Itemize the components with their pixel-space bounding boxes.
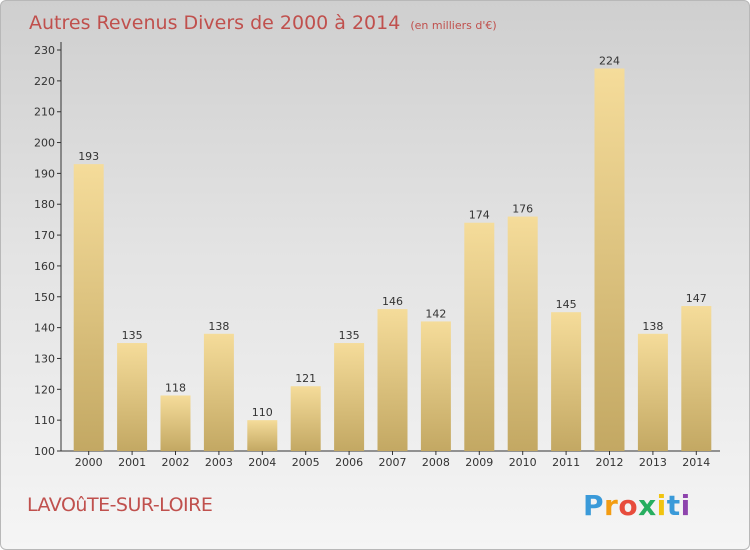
bar-2007 xyxy=(377,309,408,451)
bar-2008 xyxy=(420,321,451,451)
chart-bars xyxy=(73,68,712,451)
x-tick-label: 2001 xyxy=(118,456,146,469)
bar-2002 xyxy=(160,395,191,451)
logo-letter: P xyxy=(583,489,605,522)
logo-letter: x xyxy=(638,489,657,522)
bar-2001 xyxy=(117,343,148,451)
y-tick-label: 200 xyxy=(34,137,55,150)
y-tick-label: 100 xyxy=(34,445,55,458)
y-tick-label: 220 xyxy=(34,75,55,88)
bar-2000 xyxy=(73,164,104,451)
chart-title-text: Autres Revenus Divers de 2000 à 2014 xyxy=(29,12,401,34)
y-tick-label: 170 xyxy=(34,229,55,242)
bar-2005 xyxy=(290,386,321,451)
chart-x-tick-labels: 2000 2001 2002 2003 2004 2005 2006 2007 2008 2009… xyxy=(75,456,711,469)
bar-value-label: 138 xyxy=(208,320,229,333)
bar-value-label: 135 xyxy=(122,329,143,342)
bar-2012 xyxy=(594,68,625,451)
bar-2014 xyxy=(681,306,712,451)
bar-value-label: 145 xyxy=(556,298,577,311)
x-tick-label: 2009 xyxy=(465,456,493,469)
bar-2009 xyxy=(464,222,495,451)
bar-2006 xyxy=(334,343,365,451)
x-tick-label: 2003 xyxy=(205,456,233,469)
x-tick-label: 2013 xyxy=(639,456,667,469)
y-tick-label: 140 xyxy=(34,322,55,335)
x-tick-label: 2008 xyxy=(422,456,450,469)
x-tick-label: 2000 xyxy=(75,456,103,469)
x-tick-label: 2012 xyxy=(596,456,624,469)
x-tick-label: 2014 xyxy=(682,456,710,469)
x-tick-label: 2006 xyxy=(335,456,363,469)
bar-value-label: 110 xyxy=(252,406,273,419)
logo-letter: i xyxy=(680,489,691,522)
logo-letter: o xyxy=(618,489,639,522)
y-tick-label: 160 xyxy=(34,260,55,273)
bar-2011 xyxy=(551,312,582,451)
bar-value-label: 142 xyxy=(425,307,446,320)
bar-2010 xyxy=(507,216,538,451)
bar-2003 xyxy=(203,333,234,451)
bar-2013 xyxy=(637,333,668,451)
y-tick-label: 120 xyxy=(34,383,55,396)
logo-letter: t xyxy=(666,489,681,522)
y-tick-label: 190 xyxy=(34,167,55,180)
chart-subtitle: (en milliers d'€) xyxy=(410,19,497,32)
y-tick-label: 110 xyxy=(34,414,55,427)
bar-value-label: 147 xyxy=(686,292,707,305)
location-name: LAVOûTE-SUR-LOIRE xyxy=(27,494,213,516)
bar-2004 xyxy=(247,420,278,451)
x-tick-label: 2004 xyxy=(248,456,276,469)
x-tick-label: 2005 xyxy=(292,456,320,469)
y-tick-label: 230 xyxy=(34,44,55,57)
chart-data-labels: 193 135 118 138 110 121 135 146 142 174 176 145 224 1… xyxy=(78,55,707,420)
x-tick-label: 2011 xyxy=(552,456,580,469)
bar-value-label: 176 xyxy=(512,203,533,216)
y-tick-label: 210 xyxy=(34,106,55,119)
x-tick-label: 2002 xyxy=(162,456,190,469)
chart-title: Autres Revenus Divers de 2000 à 2014 (en… xyxy=(29,12,497,34)
bar-value-label: 118 xyxy=(165,381,186,394)
chart-y-tick-labels: 100 110 120 130 140 150 160 170 180 190 200 210 220 2… xyxy=(34,44,55,458)
bar-value-label: 224 xyxy=(599,55,620,68)
bar-value-label: 174 xyxy=(469,209,490,222)
y-tick-label: 130 xyxy=(34,352,55,365)
bar-value-label: 135 xyxy=(339,329,360,342)
logo-letter: i xyxy=(656,489,667,522)
bar-value-label: 193 xyxy=(78,150,99,163)
proxiti-logo: Proxiti xyxy=(583,489,691,522)
x-tick-label: 2010 xyxy=(509,456,537,469)
x-tick-label: 2007 xyxy=(379,456,407,469)
bar-value-label: 121 xyxy=(295,372,316,385)
y-tick-label: 150 xyxy=(34,291,55,304)
y-tick-label: 180 xyxy=(34,198,55,211)
bar-value-label: 138 xyxy=(642,320,663,333)
logo-letter: r xyxy=(604,489,619,522)
bar-value-label: 146 xyxy=(382,295,403,308)
